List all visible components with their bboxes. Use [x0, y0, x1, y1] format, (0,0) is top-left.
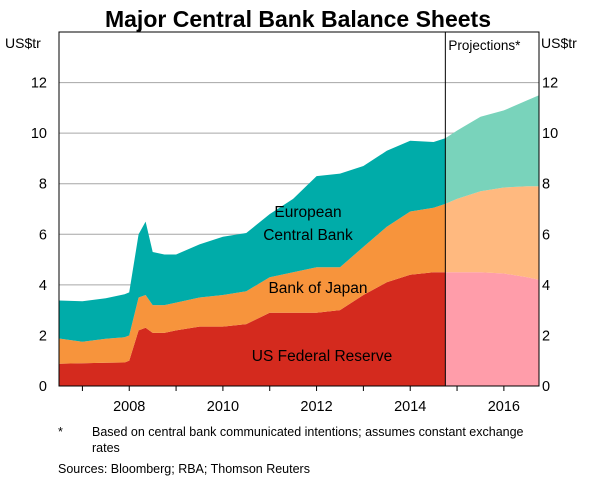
projection-area-european-central-bank [445, 95, 539, 204]
y-tick-label-right: 10 [542, 126, 558, 142]
y-tick-label-right: 4 [542, 278, 550, 294]
series-label: European Central Bank [263, 204, 353, 244]
y-tick-label-left: 12 [31, 76, 47, 92]
plot-frame [58, 31, 540, 387]
chart-title: Major Central Bank Balance Sheets [105, 6, 491, 32]
footnote-marker: * [58, 425, 63, 439]
area-european-central-bank [59, 138, 446, 342]
footnote-text: Based on central bank communicated inten… [92, 425, 524, 455]
y-tick-label-right: 2 [542, 328, 550, 344]
y-tick-label-left: 0 [39, 379, 47, 395]
right-axis-unit: US$tr [541, 35, 577, 51]
area-us-federal-reserve [59, 272, 446, 386]
projection-label: Projections* [448, 38, 521, 53]
y-tick-label-right: 12 [542, 76, 558, 92]
y-tick-label-right: 6 [542, 227, 550, 243]
y-tick-label-right: 0 [542, 379, 550, 395]
projection-area-bank-of-japan [445, 186, 539, 280]
projection-area-us-federal-reserve [445, 272, 539, 386]
x-tick-label: 2010 [207, 399, 239, 415]
series-label: Bank of Japan [268, 280, 367, 297]
x-tick-label: 2016 [488, 399, 520, 415]
left-axis-unit: US$tr [5, 35, 41, 51]
x-tick-label: 2008 [113, 399, 145, 415]
y-tick-label-right: 8 [542, 177, 550, 193]
y-tick-label-left: 6 [39, 227, 47, 243]
y-tick-label-left: 2 [39, 328, 47, 344]
sources-text: Sources: Bloomberg; RBA; Thomson Reuters [58, 462, 310, 476]
x-tick-label: 2012 [300, 399, 332, 415]
y-tick-label-left: 4 [39, 278, 47, 294]
y-tick-label-left: 10 [31, 126, 47, 142]
x-tick-label: 2014 [394, 399, 426, 415]
y-tick-label-left: 8 [39, 177, 47, 193]
series-label: US Federal Reserve [252, 348, 392, 365]
area-bank-of-japan [59, 203, 446, 364]
